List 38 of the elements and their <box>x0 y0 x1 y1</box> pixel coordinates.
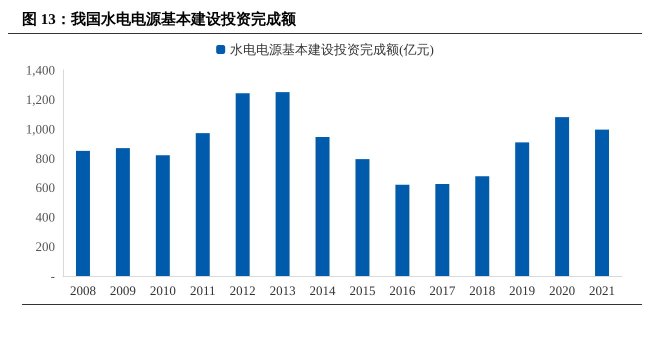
bar <box>276 92 290 276</box>
y-tick-label: 1,200 <box>26 92 55 107</box>
bar <box>196 133 210 276</box>
x-tick-label: 2019 <box>509 283 536 298</box>
bar <box>116 148 130 276</box>
bar <box>316 136 330 276</box>
x-tick-label: 2008 <box>70 283 96 298</box>
bar <box>395 184 410 276</box>
legend-label: 水电电源基本建设投资完成额(亿元) <box>230 42 434 57</box>
bar <box>435 184 450 276</box>
y-tick-label: 200 <box>36 239 55 254</box>
chart-title: 图 13：我国水电电源基本建设投资完成额 <box>8 8 642 34</box>
x-tick-label: 2016 <box>389 283 416 298</box>
x-tick-label: 2014 <box>310 283 336 298</box>
x-tick-label: 2020 <box>549 283 576 298</box>
x-tick-label: 2021 <box>589 283 616 298</box>
x-tick-label: 2012 <box>230 283 256 298</box>
bar <box>355 159 370 276</box>
bar <box>555 117 570 276</box>
y-tick-label: 1,400 <box>26 62 55 78</box>
x-tick-label: 2015 <box>349 283 376 298</box>
y-tick-label: 400 <box>36 210 55 225</box>
bar <box>595 130 610 276</box>
x-tick-label: 2010 <box>150 283 176 298</box>
y-tick-label: 800 <box>36 150 55 166</box>
x-tick-label: 2013 <box>270 283 296 298</box>
bar <box>475 176 490 276</box>
bar <box>236 93 250 276</box>
bar <box>515 142 530 276</box>
y-tick-label: 1,000 <box>26 121 55 136</box>
x-tick-label: 2011 <box>190 283 216 298</box>
x-tick-label: 2018 <box>469 283 496 298</box>
y-tick-label: 600 <box>36 180 55 196</box>
bar <box>156 155 170 276</box>
x-tick-label: 2009 <box>110 283 136 298</box>
x-tick-label: 2017 <box>429 283 456 298</box>
bar <box>76 150 90 276</box>
y-tick-label: - <box>50 268 55 284</box>
